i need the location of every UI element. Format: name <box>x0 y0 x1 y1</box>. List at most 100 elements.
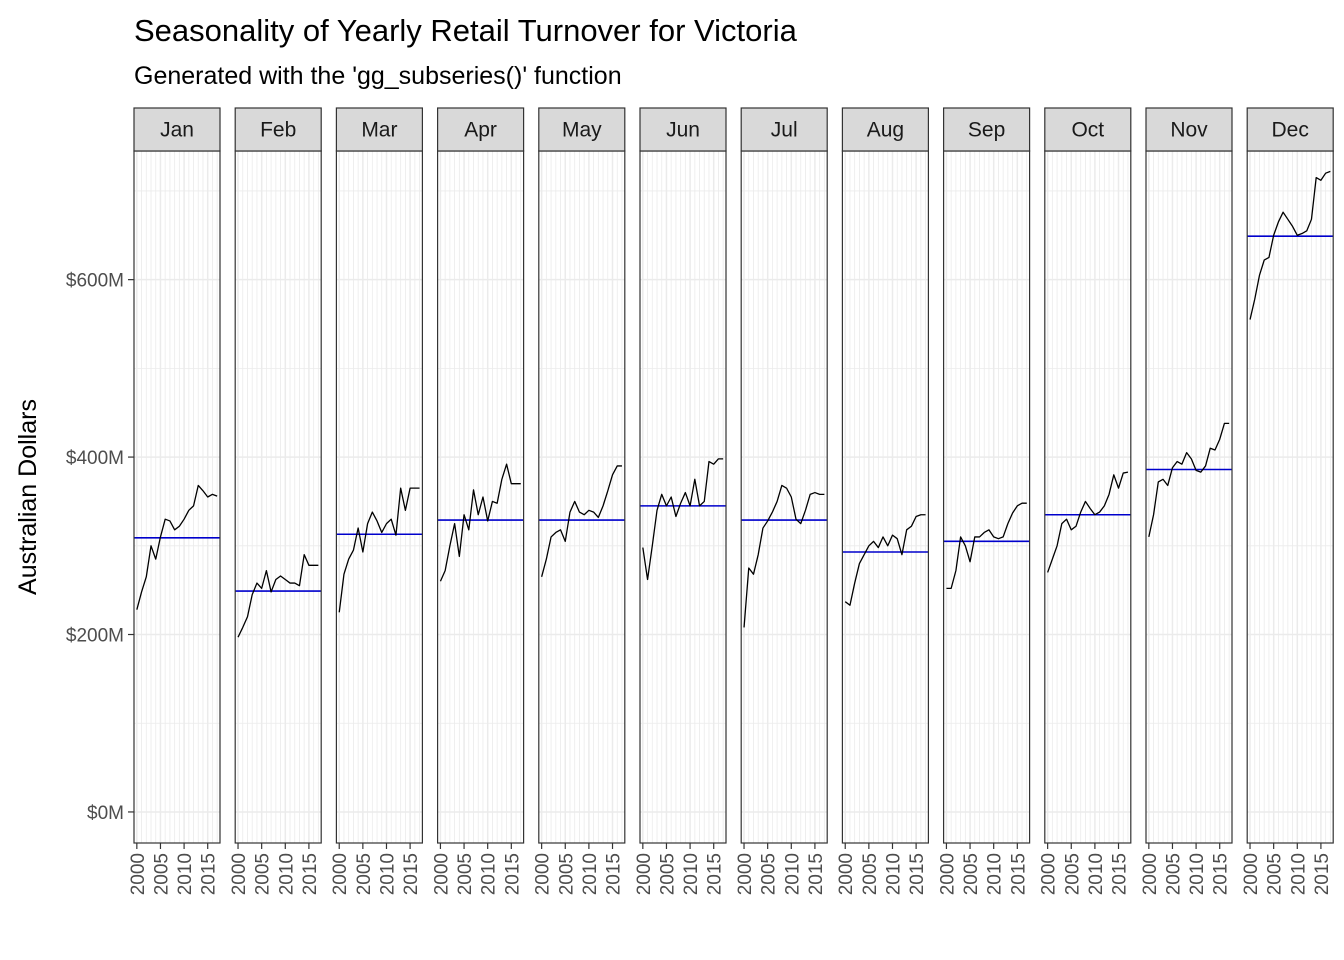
x-tick-label: 2010 <box>883 853 904 895</box>
facet-strip-label: Nov <box>1170 119 1208 142</box>
x-tick-label: 2005 <box>860 853 881 895</box>
x-tick-label: 2015 <box>1211 853 1232 895</box>
x-tick-label: 2010 <box>479 853 500 895</box>
facet-panel-sep: Sep 2000 2005 2010 2015 <box>937 107 1031 895</box>
panel-background <box>1146 151 1232 843</box>
x-tick-label: 2015 <box>401 853 422 895</box>
x-tick-label: 2015 <box>300 853 321 895</box>
x-tick-label: 2010 <box>276 853 297 895</box>
x-tick-label: 2000 <box>431 853 452 895</box>
x-tick-label: 2010 <box>782 853 803 895</box>
y-tick-label: $400M <box>66 448 124 469</box>
x-tick-label: 2000 <box>533 853 554 895</box>
facet-strip <box>133 107 221 152</box>
x-tick-label: 2000 <box>735 853 756 895</box>
x-tick-label: 2000 <box>937 853 958 895</box>
facet-panel-dec: Dec 2000 2005 2010 2015 <box>1241 107 1334 895</box>
panel-background <box>943 151 1030 843</box>
facet-strip-label: Jan <box>160 119 194 142</box>
facet-strip <box>1246 107 1334 152</box>
x-tick-label: 2000 <box>836 853 857 895</box>
x-tick-label: 2000 <box>1039 853 1060 895</box>
x-tick-label: 2000 <box>128 853 149 895</box>
x-tick-label: 2005 <box>253 853 274 895</box>
x-tick-label: 2010 <box>580 853 601 895</box>
x-tick-label: 2005 <box>455 853 476 895</box>
facet-strip-label: Jul <box>771 119 798 142</box>
facet-panel-may: May 2000 2005 2010 2015 <box>533 107 626 895</box>
facet-panel-feb: Feb 2000 2005 2010 2015 <box>229 107 322 895</box>
x-tick-label: 2015 <box>806 853 827 895</box>
y-axis: $0M $200M $400M $600M <box>66 271 134 824</box>
chart-subtitle: Generated with the 'gg_subseries()' func… <box>134 62 622 90</box>
series-line-aug <box>844 514 926 606</box>
series-line-may <box>541 465 622 578</box>
series-line-jan <box>136 484 218 610</box>
facet-panel-jul: Jul 2000 2005 2010 2015 <box>735 107 828 895</box>
panel-background <box>1044 151 1131 843</box>
x-tick-label: 2005 <box>657 853 678 895</box>
facet-strip <box>335 107 423 152</box>
x-tick-label: 2010 <box>175 853 196 895</box>
x-tick-label: 2010 <box>1288 853 1309 895</box>
facet-panel-nov: Nov 2000 2005 2010 2015 <box>1140 107 1233 895</box>
facet-strip <box>1145 107 1233 152</box>
x-tick-label: 2005 <box>354 853 375 895</box>
series-line-jul <box>743 484 825 628</box>
x-tick-label: 2015 <box>705 853 726 895</box>
x-tick-label: 2015 <box>1110 853 1131 895</box>
facet-strip <box>437 107 525 152</box>
panel-background <box>134 151 220 843</box>
facet-panel-jan: Jan 2000 2005 2010 2015 <box>128 107 221 895</box>
x-tick-label: 2000 <box>229 853 250 895</box>
facet-strip <box>538 107 626 152</box>
x-tick-label: 2010 <box>377 853 398 895</box>
facet-strip-label: Dec <box>1272 119 1309 142</box>
x-tick-label: 2015 <box>604 853 625 895</box>
panel-background <box>741 151 828 843</box>
facet-panel-apr: Apr 2000 2005 2010 2015 <box>431 107 525 895</box>
x-tick-label: 2015 <box>1312 853 1333 895</box>
facet-strip <box>234 107 322 152</box>
x-tick-label: 2015 <box>1008 853 1029 895</box>
x-tick-label: 2010 <box>1187 853 1208 895</box>
facet-strip-label: Sep <box>968 119 1005 142</box>
facet-strip-label: Aug <box>867 119 904 142</box>
facet-strip <box>942 107 1031 152</box>
facet-panel-aug: Aug 2000 2005 2010 2015 <box>836 107 930 895</box>
x-tick-label: 2010 <box>681 853 702 895</box>
x-tick-label: 2005 <box>1062 853 1083 895</box>
x-tick-label: 2005 <box>1163 853 1184 895</box>
x-tick-label: 2015 <box>199 853 220 895</box>
panel-background <box>1247 151 1334 843</box>
chart-title: Seasonality of Yearly Retail Turnover fo… <box>134 13 798 48</box>
y-axis-label: Australian Dollars <box>14 399 42 595</box>
facet-strip-label: Oct <box>1071 119 1104 142</box>
y-tick-label: $200M <box>66 626 124 647</box>
facet-strip-label: Mar <box>361 119 397 142</box>
y-tick-label: $0M <box>87 803 124 824</box>
x-tick-label: 2010 <box>985 853 1006 895</box>
series-line-dec <box>1249 170 1331 320</box>
x-tick-label: 2015 <box>907 853 928 895</box>
facet-strip <box>639 107 727 152</box>
panel-background <box>235 151 322 843</box>
x-tick-label: 2015 <box>502 853 523 895</box>
x-tick-label: 2010 <box>1086 853 1107 895</box>
series-line-sep <box>946 502 1027 590</box>
panel-background <box>842 151 929 843</box>
x-tick-label: 2005 <box>556 853 577 895</box>
x-tick-label: 2000 <box>330 853 351 895</box>
facet-panel-oct: Oct 2000 2005 2010 2015 <box>1039 107 1132 895</box>
series-line-jun <box>642 458 724 581</box>
series-line-mar <box>338 487 420 613</box>
facet-strip-label: May <box>562 119 602 142</box>
x-tick-label: 2000 <box>1140 853 1161 895</box>
series-line-nov <box>1148 422 1230 538</box>
facet-strip-label: Apr <box>464 119 497 142</box>
facet-panel-jun: Jun 2000 2005 2010 2015 <box>634 107 727 895</box>
facet-strip-label: Feb <box>260 119 296 142</box>
series-line-oct <box>1047 471 1129 573</box>
